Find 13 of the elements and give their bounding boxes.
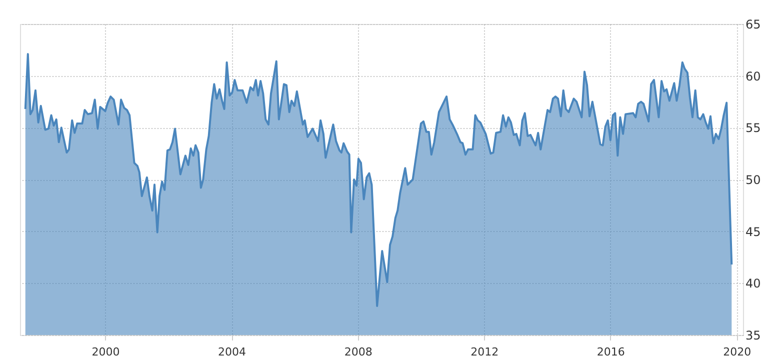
- y-tick-label: 60: [746, 69, 761, 84]
- y-tick-label: 50: [746, 173, 761, 187]
- y-tick-label: 35: [746, 328, 761, 342]
- x-tick-label: 2016: [596, 346, 625, 358]
- x-tick-label: 2020: [723, 346, 752, 358]
- x-tick-label: 2004: [218, 346, 246, 358]
- y-tick-label: 65: [746, 18, 761, 32]
- x-tick-label: 2000: [92, 346, 120, 358]
- x-tick-label: 2012: [470, 346, 499, 358]
- y-tick-label: 45: [746, 224, 761, 239]
- x-tick-label: 2008: [344, 346, 372, 358]
- y-tick-label: 40: [746, 276, 761, 291]
- y-tick-label: 55: [746, 121, 761, 136]
